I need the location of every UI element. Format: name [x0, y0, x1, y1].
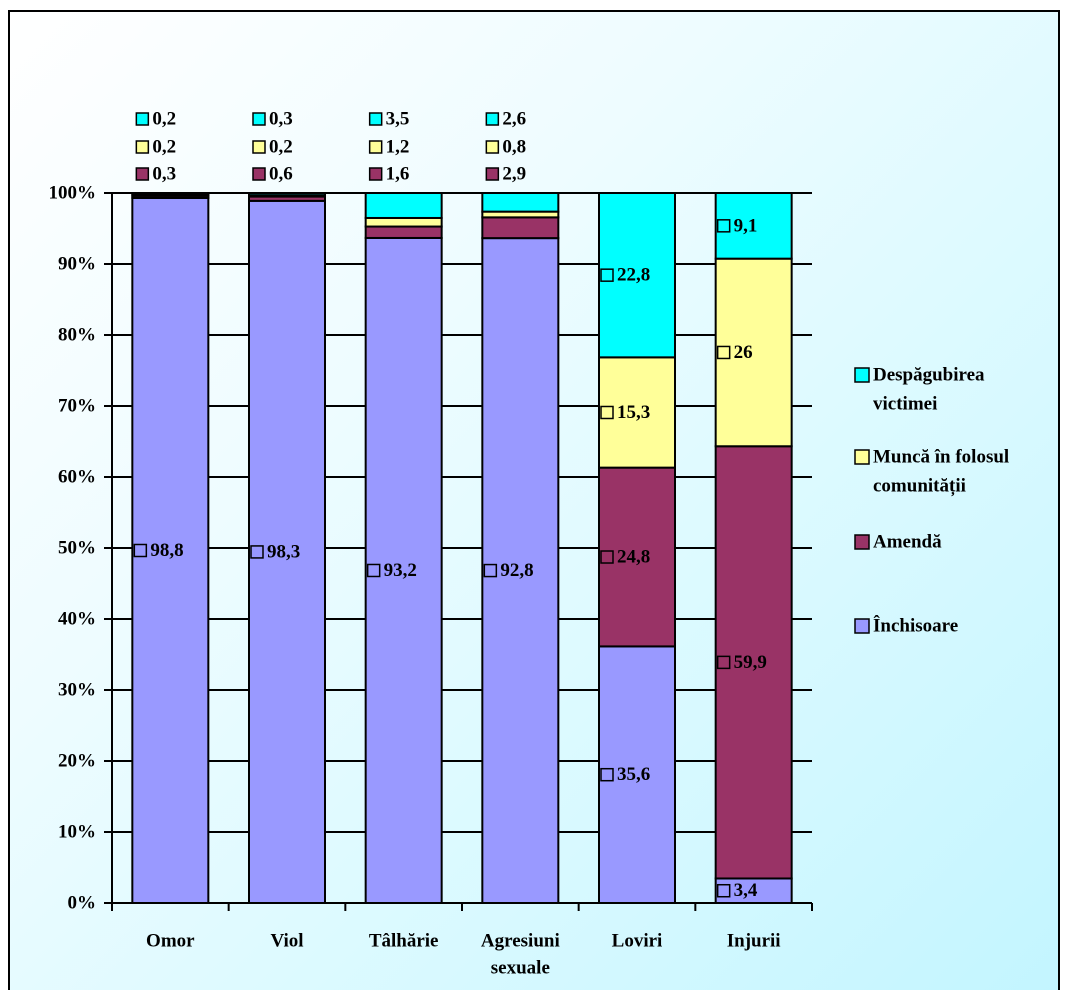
legend-label: Muncă în folosul [873, 447, 1009, 468]
bar-segment [364, 236, 443, 904]
bar-segment [364, 225, 443, 239]
data-label: 0,3 [152, 164, 176, 185]
bar-segment [714, 257, 793, 448]
data-label-marker [135, 112, 150, 126]
x-tick-label: Agresiuni [481, 931, 560, 952]
y-tick-label: 0% [68, 893, 97, 914]
x-tick-label: Injurii [727, 931, 781, 952]
data-label-marker [252, 112, 266, 126]
data-label: 2,9 [502, 164, 526, 185]
data-label-marker [368, 112, 383, 126]
y-tick-label: 50% [58, 538, 96, 559]
legend-swatch [854, 449, 870, 465]
data-label-marker [135, 140, 150, 154]
legend-label: Despăgubirea [873, 365, 985, 386]
data-label-marker [485, 167, 500, 181]
y-tick-label: 40% [58, 609, 96, 630]
data-label: 3,5 [386, 109, 410, 130]
data-label-marker [368, 140, 383, 154]
bar-segment [481, 237, 560, 904]
bar-segment [598, 645, 676, 904]
data-label-marker [716, 655, 731, 670]
data-label: 0,6 [269, 164, 293, 185]
data-label: 59,9 [734, 652, 767, 673]
data-label: 24,8 [617, 547, 650, 568]
y-tick-label: 20% [58, 751, 96, 772]
data-label: 0,8 [502, 137, 526, 158]
legend-label: victimei [873, 394, 937, 415]
y-tick-label: 90% [58, 254, 96, 275]
bar-segment [364, 192, 443, 219]
data-label-marker [600, 405, 614, 420]
data-label: 98,8 [150, 540, 183, 561]
data-label-marker [716, 883, 731, 898]
data-label: 26 [734, 342, 753, 363]
data-label-marker [135, 167, 150, 181]
y-tick-label: 30% [58, 680, 96, 701]
bar-segment [481, 192, 560, 213]
data-label-marker [368, 167, 383, 181]
legend-label: Închisoare [873, 615, 958, 637]
data-label: 0,2 [152, 137, 176, 158]
bar-segment [598, 356, 676, 469]
data-label-marker [252, 167, 266, 181]
bar-segment [481, 216, 560, 240]
x-tick-label: Loviri [612, 931, 663, 952]
data-label-marker [600, 268, 614, 282]
data-label-marker [600, 550, 614, 564]
x-tick-label: Tâlhărie [369, 931, 439, 952]
data-label-marker [366, 563, 381, 578]
x-tick-label: sexuale [491, 958, 550, 979]
data-label: 98,3 [267, 541, 300, 562]
data-label: 1,2 [386, 137, 410, 158]
x-tick-label: Omor [146, 931, 195, 952]
bar-segment [714, 445, 793, 880]
legend-swatch [854, 534, 870, 550]
y-tick-label: 100% [49, 183, 97, 204]
data-label-marker [252, 140, 266, 154]
data-label-marker [133, 543, 148, 558]
legend-label: Amendă [873, 532, 942, 553]
data-label-marker [600, 767, 614, 782]
data-label: 93,2 [384, 560, 417, 581]
y-tick-label: 10% [58, 822, 96, 843]
data-label-marker [716, 219, 731, 233]
data-label-marker [250, 545, 264, 559]
data-label: 35,6 [617, 764, 650, 785]
bar-segment [131, 192, 210, 196]
bar-segment [714, 192, 793, 260]
data-label: 15,3 [617, 402, 650, 423]
x-tick-label: Viol [270, 931, 303, 952]
bar-segment [364, 216, 443, 228]
data-label: 22,8 [617, 265, 650, 286]
data-label: 2,6 [502, 109, 526, 130]
data-label: 0,2 [269, 137, 293, 158]
data-label: 9,1 [734, 215, 758, 236]
legend-swatch [854, 618, 870, 634]
data-label: 0,2 [152, 109, 176, 130]
data-label: 1,6 [386, 164, 410, 185]
data-label-marker [485, 112, 500, 126]
data-label-marker [483, 563, 498, 578]
legend-label: comunității [873, 476, 966, 497]
y-tick-label: 80% [58, 325, 96, 346]
data-label-marker [716, 345, 731, 360]
data-label: 0,3 [269, 109, 293, 130]
data-label: 3,4 [734, 880, 758, 901]
legend-swatch [854, 367, 870, 383]
bar-segment [714, 877, 793, 904]
bar-segment [248, 192, 326, 197]
y-tick-label: 60% [58, 467, 96, 488]
y-tick-label: 70% [58, 396, 96, 417]
data-label: 92,8 [500, 560, 533, 581]
bar-segment [598, 192, 676, 359]
data-label-marker [485, 140, 500, 154]
